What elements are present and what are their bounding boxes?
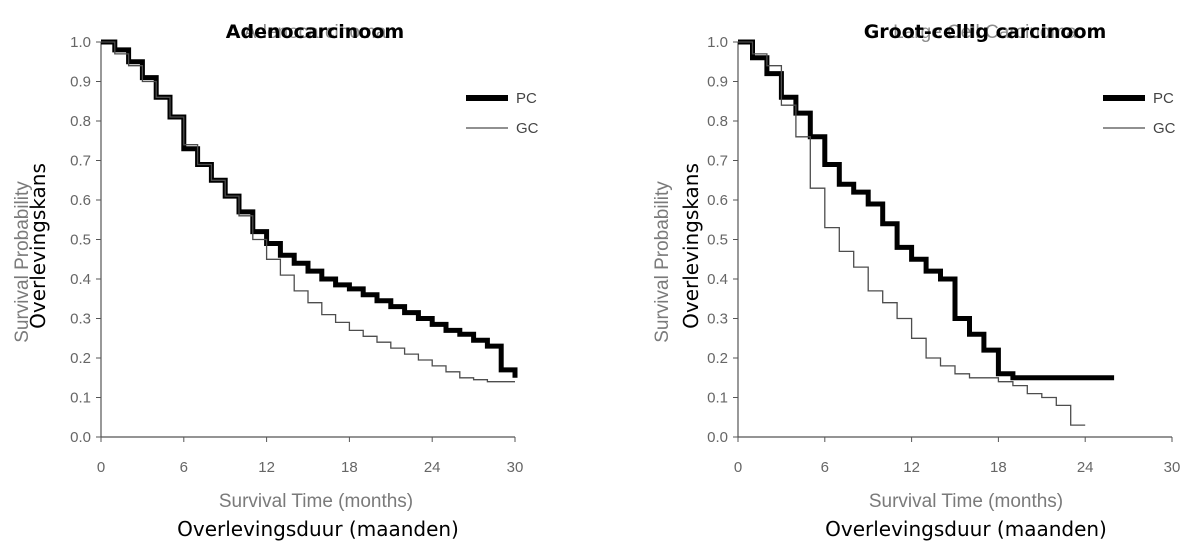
series-line-gc: [738, 41, 1086, 426]
legend-label-gc: GC: [1153, 120, 1176, 137]
y-tick-label: 0.0: [70, 429, 91, 446]
x-axis-label: Survival Time (months): [219, 491, 413, 512]
y-tick-label: 0.9: [707, 74, 728, 91]
large-cell-carcinoma-chart: Large Cell Carcinoma Groot-cellig carcin…: [652, 21, 1180, 541]
x-tick-label: 6: [180, 459, 188, 476]
chart-title-overlay: Adenocarcinoom: [226, 21, 404, 43]
y-tick-label: 1.0: [70, 34, 91, 51]
y-axis-label: Survival Probability: [12, 181, 33, 343]
y-tick-label: 0.5: [707, 232, 728, 249]
x-tick-label: 24: [1077, 459, 1094, 476]
x-tick-label: 12: [903, 459, 920, 476]
y-tick-label: 0.7: [70, 153, 91, 170]
legend-label-gc: GC: [516, 120, 539, 137]
series-line-pc: [101, 39, 518, 378]
x-tick-label: 0: [734, 459, 742, 476]
x-axis-label-overlay: Overlevingsduur (maanden): [177, 517, 459, 541]
y-tick-label: 0.8: [707, 113, 728, 130]
y-axis-label: Survival Probability: [652, 181, 673, 343]
chart-title: Adenocarcinoma: [244, 22, 387, 43]
y-tick-label: 0.7: [707, 153, 728, 170]
y-tick-label: 0.9: [70, 74, 91, 91]
y-tick-label: 0.3: [707, 311, 728, 328]
x-tick-label: 30: [507, 459, 524, 476]
y-tick-label: 0.6: [70, 192, 91, 209]
legend-label-pc: PC: [1153, 90, 1174, 107]
adenocarcinoma-chart: Adenocarcinoma Adenocarcinoom Survival T…: [12, 21, 539, 541]
series-line-pc: [738, 39, 1115, 381]
y-tick-label: 0.3: [70, 311, 91, 328]
x-tick-label: 6: [821, 459, 829, 476]
legend-label-pc: PC: [516, 90, 537, 107]
x-axis-label-overlay: Overlevingsduur (maanden): [825, 517, 1107, 541]
chart-title-overlay: Groot-cellig carcinoom: [864, 21, 1107, 43]
x-axis-label: Survival Time (months): [869, 491, 1063, 512]
chart-title: Large Cell Carcinoma: [893, 22, 1077, 43]
x-tick-label: 18: [341, 459, 358, 476]
x-tick-label: 30: [1164, 459, 1181, 476]
y-tick-label: 0.4: [707, 271, 728, 288]
x-tick-label: 18: [990, 459, 1007, 476]
x-tick-label: 12: [258, 459, 275, 476]
y-tick-label: 0.5: [70, 232, 91, 249]
x-tick-label: 0: [97, 459, 105, 476]
x-tick-label: 24: [424, 459, 441, 476]
y-tick-label: 0.1: [707, 390, 728, 407]
y-axis-label-overlay: Overlevingskans: [26, 163, 50, 329]
y-axis-label-overlay: Overlevingskans: [679, 163, 703, 329]
y-tick-label: 0.1: [70, 390, 91, 407]
y-tick-label: 0.6: [707, 192, 728, 209]
y-tick-label: 0.0: [707, 429, 728, 446]
y-tick-label: 0.8: [70, 113, 91, 130]
y-tick-label: 0.2: [70, 350, 91, 367]
series-line-gc: [101, 41, 515, 383]
y-tick-label: 0.4: [70, 271, 91, 288]
y-tick-label: 1.0: [707, 34, 728, 51]
y-tick-label: 0.2: [707, 350, 728, 367]
